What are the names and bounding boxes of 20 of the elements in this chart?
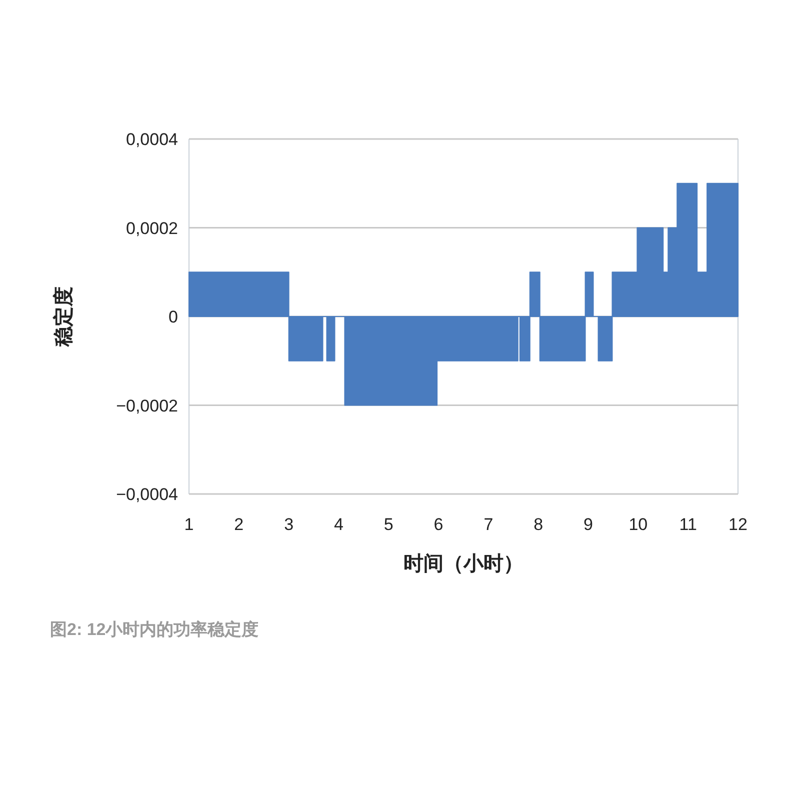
x-tick-label: 8 [534, 515, 544, 534]
x-tick-label: 6 [434, 515, 444, 534]
x-tick-label: 2 [234, 515, 244, 534]
x-tick-label: 12 [728, 515, 748, 534]
x-tick-label: 1 [184, 515, 194, 534]
y-axis-title: 稳定度 [52, 286, 75, 348]
x-axis-title: 时间（小时） [404, 553, 524, 575]
x-tick-label: 11 [679, 515, 697, 534]
x-tick-label: 3 [284, 515, 294, 534]
x-tick-label: 7 [484, 515, 494, 534]
y-tick-label: 0,0002 [126, 218, 178, 238]
x-tick-label: 5 [384, 515, 394, 534]
x-tick-label: 10 [628, 515, 648, 534]
caption: 图2: 12小时内的功率稳定度 [50, 620, 259, 639]
y-tick-label: −0,0004 [116, 485, 178, 504]
y-tick-label: −0,0002 [116, 396, 178, 416]
x-tick-label: 4 [334, 515, 344, 534]
y-tick-label: 0 [168, 308, 178, 326]
x-tick-label: 9 [584, 515, 594, 534]
y-tick-label: 0,0004 [126, 130, 178, 149]
